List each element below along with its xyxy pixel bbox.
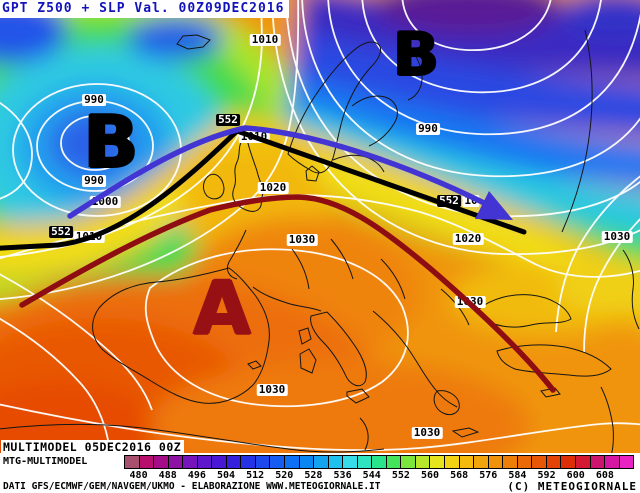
colorbar-segment	[328, 456, 344, 468]
colorbar-segment	[488, 456, 504, 468]
contour-labels-layer: 1010 990 990 1000 1010 1010 1020 1030 990 10 1020 1…	[49, 33, 633, 439]
jet-stream-arrow-line	[67, 125, 499, 219]
colorbar-segment	[517, 456, 533, 468]
annotation-overlay	[0, 125, 556, 393]
pressure-label: 1000	[89, 195, 121, 208]
colorbar-segment	[343, 456, 358, 468]
jet-stream-arrowhead	[475, 191, 513, 220]
colorbar-segment	[168, 456, 184, 468]
pressure-center-letter-b: B	[393, 20, 439, 90]
colorbar-segment	[415, 456, 431, 468]
geopotential-label: 552	[437, 194, 461, 207]
legend-strip: MTG-MULTIMODEL 480 488 496 504 512 520 528 536 5…	[0, 453, 640, 493]
colorbar-segment	[532, 456, 547, 468]
geopotential-label: 552	[49, 225, 73, 238]
colorbar-segment	[605, 456, 620, 468]
pressure-label: 1030	[411, 426, 443, 439]
colorbar-segment	[619, 456, 634, 468]
pressure-center-letter-a: A	[193, 266, 251, 352]
colorbar-segment	[546, 456, 562, 468]
colorbar-tick: 504	[216, 470, 236, 481]
colorbar-tick: 552	[391, 470, 410, 481]
warm-advection-arc	[19, 194, 556, 393]
colorbar-segment	[590, 456, 606, 468]
colorbar-segment	[575, 456, 591, 468]
colorbar-segment	[314, 456, 329, 468]
pressure-label: 1030	[256, 383, 288, 396]
colorbar-segment	[561, 456, 576, 468]
pressure-label: 1030	[601, 230, 633, 243]
colorbar-tick: 600	[566, 470, 585, 481]
pressure-label: 990	[82, 174, 106, 187]
colorbar-segment	[270, 456, 286, 468]
colorbar-tick: 544	[362, 470, 381, 481]
colorbar-segment	[197, 456, 213, 468]
colorbar-segment	[241, 456, 256, 468]
pressure-label: 10	[462, 194, 480, 207]
colorbar-segment	[357, 456, 373, 468]
colorbar-tick: 488	[158, 470, 177, 481]
colorbar-tick: 592	[537, 470, 556, 481]
colorbar-tick: 520	[275, 470, 294, 481]
colorbar-tick: 512	[246, 470, 265, 481]
pressure-label: 1020	[257, 181, 289, 194]
colorbar-segment	[401, 456, 416, 468]
colorbar-segment	[503, 456, 518, 468]
z500-color-field	[0, 0, 640, 455]
colorbar-tick: 584	[508, 470, 527, 481]
colorbar-tick: 536	[333, 470, 352, 481]
colorbar-tick: 568	[450, 470, 469, 481]
z500-colorbar	[124, 455, 634, 469]
data-source-label: DATI GFS/ECMWF/GEM/NAVGEM/UKMO - ELABORA…	[3, 481, 381, 492]
colorbar-segment	[459, 456, 475, 468]
colorbar-segment	[212, 456, 227, 468]
colorbar-segment	[226, 456, 242, 468]
colorbar-segment	[445, 456, 460, 468]
pressure-label: 1020	[452, 232, 484, 245]
colorbar-segment	[299, 456, 315, 468]
coastlines	[0, 29, 640, 455]
colorbar-segment	[139, 456, 155, 468]
colorbar-tick: 576	[479, 470, 498, 481]
pressure-label: 1030	[454, 295, 486, 308]
colorbar-tick: 496	[187, 470, 206, 481]
colorbar-segment	[154, 456, 169, 468]
colorbar-segment	[255, 456, 271, 468]
colorbar-tick: 560	[420, 470, 440, 481]
colorbar-segment	[474, 456, 489, 468]
copyright-label: (C) METEOGIORNALE	[507, 480, 637, 493]
z500-slp-map	[0, 0, 640, 455]
pressure-label: 1030	[286, 233, 318, 246]
pressure-center-letter-b: B	[83, 100, 139, 184]
colorbar-segment	[183, 456, 198, 468]
pressure-label: 1010	[249, 33, 281, 46]
colorbar-tick: 608	[595, 470, 614, 481]
geopotential-label: 552	[216, 113, 240, 126]
slp-isobars	[0, 0, 640, 450]
pressure-label: 1010	[238, 130, 270, 143]
brand-label: MTG-MULTIMODEL	[3, 456, 88, 467]
colorbar-segment	[372, 456, 387, 468]
map-title: GPT Z500 + SLP Val. 00Z09DEC2016	[0, 0, 290, 18]
pressure-label: 1010	[73, 230, 105, 243]
trough-axis-line	[0, 128, 527, 251]
pressure-label: 990	[82, 93, 106, 106]
colorbar-segment	[386, 456, 402, 468]
colorbar-segment	[285, 456, 300, 468]
colorbar-tick: 480	[129, 470, 148, 481]
colorbar-segment	[430, 456, 446, 468]
colorbar-segment	[125, 456, 140, 468]
pressure-label: 990	[416, 122, 440, 135]
colorbar-tick: 528	[304, 470, 323, 481]
